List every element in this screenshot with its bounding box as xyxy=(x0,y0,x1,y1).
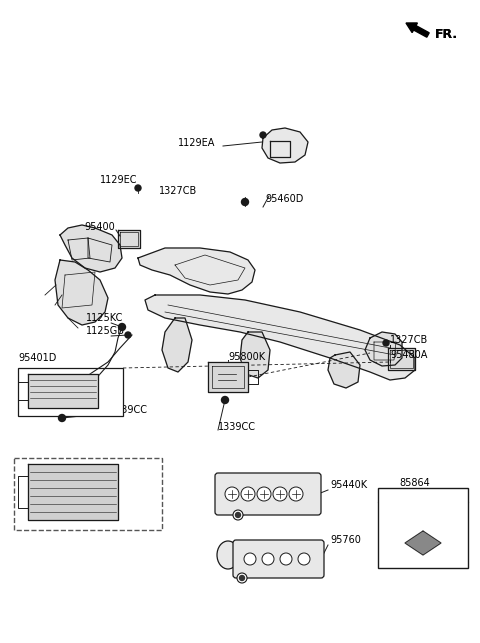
Text: FR.: FR. xyxy=(435,28,458,41)
Polygon shape xyxy=(145,295,415,380)
Polygon shape xyxy=(55,260,108,325)
Circle shape xyxy=(260,132,266,138)
Circle shape xyxy=(262,553,274,565)
FancyBboxPatch shape xyxy=(233,540,324,578)
Polygon shape xyxy=(328,352,360,388)
Polygon shape xyxy=(118,230,140,248)
Polygon shape xyxy=(240,332,270,378)
Circle shape xyxy=(298,553,310,565)
Text: 95400: 95400 xyxy=(84,222,115,232)
Text: 1129EC: 1129EC xyxy=(100,175,137,185)
Circle shape xyxy=(241,487,255,501)
Polygon shape xyxy=(208,362,248,392)
Text: 95413A: 95413A xyxy=(265,553,302,563)
Text: 95413A: 95413A xyxy=(280,496,317,506)
Text: 95401M: 95401M xyxy=(68,513,108,523)
FancyArrow shape xyxy=(406,23,429,37)
Text: 95401D: 95401D xyxy=(18,353,56,363)
Circle shape xyxy=(225,487,239,501)
Bar xyxy=(14,458,162,530)
Polygon shape xyxy=(28,464,118,520)
Circle shape xyxy=(289,487,303,501)
Circle shape xyxy=(237,573,247,583)
Text: 95800K: 95800K xyxy=(228,352,265,362)
Text: 1339CC: 1339CC xyxy=(110,405,148,415)
Circle shape xyxy=(119,323,125,331)
Polygon shape xyxy=(60,225,122,272)
Circle shape xyxy=(383,340,389,346)
Circle shape xyxy=(135,185,141,191)
Polygon shape xyxy=(365,332,402,366)
Text: FR.: FR. xyxy=(435,28,458,41)
Polygon shape xyxy=(405,531,441,555)
Polygon shape xyxy=(138,248,255,294)
Circle shape xyxy=(236,512,240,518)
Circle shape xyxy=(280,553,292,565)
Text: 95460D: 95460D xyxy=(265,194,303,204)
Polygon shape xyxy=(388,348,415,370)
Polygon shape xyxy=(28,374,98,408)
Bar xyxy=(18,368,123,416)
Text: 85864: 85864 xyxy=(400,478,431,488)
Text: (W / RECEIVER): (W / RECEIVER) xyxy=(53,467,122,476)
Circle shape xyxy=(273,487,287,501)
Ellipse shape xyxy=(217,541,239,569)
Circle shape xyxy=(221,397,228,404)
FancyBboxPatch shape xyxy=(215,473,321,515)
Text: 1125GB: 1125GB xyxy=(86,326,125,336)
Text: 1339CC: 1339CC xyxy=(218,422,256,432)
Text: 1327CB: 1327CB xyxy=(390,335,428,345)
Circle shape xyxy=(125,332,131,338)
Polygon shape xyxy=(162,318,192,372)
Text: 95760: 95760 xyxy=(330,535,361,545)
Text: 95480A: 95480A xyxy=(390,350,427,360)
Polygon shape xyxy=(262,128,308,163)
Circle shape xyxy=(59,415,65,422)
Text: 1327CB: 1327CB xyxy=(159,186,197,196)
Text: 1129EA: 1129EA xyxy=(178,138,215,148)
Circle shape xyxy=(233,510,243,520)
Text: 1125KC: 1125KC xyxy=(86,313,123,323)
Text: 95440K: 95440K xyxy=(330,480,367,490)
Circle shape xyxy=(257,487,271,501)
Circle shape xyxy=(244,553,256,565)
Circle shape xyxy=(240,575,244,581)
Circle shape xyxy=(241,199,249,206)
Bar xyxy=(378,488,468,568)
